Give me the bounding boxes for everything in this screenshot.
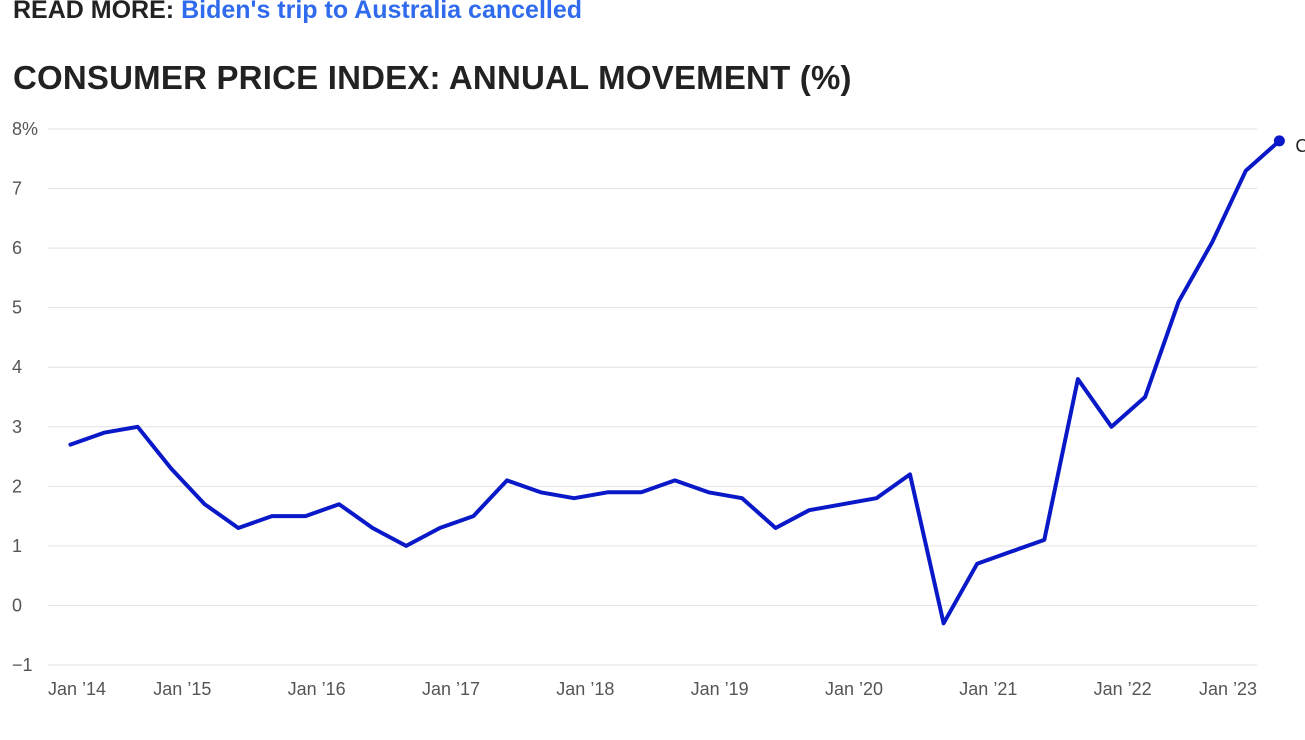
series-end-point bbox=[1273, 135, 1285, 147]
series-label: CPI bbox=[1295, 136, 1305, 156]
x-tick-label: Jan ’19 bbox=[691, 679, 749, 699]
read-more-label: READ MORE: bbox=[13, 0, 175, 24]
x-tick-label: Jan ’15 bbox=[153, 679, 211, 699]
x-tick-label: Jan ’22 bbox=[1094, 679, 1152, 699]
x-tick-label: Jan ’21 bbox=[959, 679, 1017, 699]
y-tick-label: 3 bbox=[12, 417, 22, 437]
series-layer: CPI bbox=[68, 135, 1305, 626]
y-tick-label: 8% bbox=[12, 119, 38, 139]
y-tick-label: 1 bbox=[12, 536, 22, 556]
y-tick-label: 0 bbox=[12, 595, 22, 615]
y-tick-label: 4 bbox=[12, 357, 22, 377]
x-tick-label: Jan ’16 bbox=[288, 679, 346, 699]
x-tick-label: Jan ’18 bbox=[556, 679, 614, 699]
y-tick-label: 6 bbox=[12, 238, 22, 258]
y-tick-label: −1 bbox=[12, 655, 33, 675]
y-tick-label: 7 bbox=[12, 179, 22, 199]
x-tick-label: Jan ’20 bbox=[825, 679, 883, 699]
x-tick-label: Jan ’14 bbox=[48, 679, 106, 699]
series-line-cpi bbox=[68, 138, 1282, 626]
grid-lines bbox=[48, 128, 1257, 666]
read-more-line: READ MORE: Biden's trip to Australia can… bbox=[13, 0, 582, 26]
x-tick-label: Jan ’17 bbox=[422, 679, 480, 699]
y-tick-label: 5 bbox=[12, 298, 22, 318]
y-tick-label: 2 bbox=[12, 476, 22, 496]
x-axis-ticks: Jan ’14 Jan ’15 Jan ’16 Jan ’17 Jan ’18 Jan ’… bbox=[48, 679, 1257, 699]
chart-title: CONSUMER PRICE INDEX: ANNUAL MOVEMENT (%… bbox=[13, 59, 852, 96]
x-tick-label: Jan ’23 bbox=[1199, 679, 1257, 699]
read-more-link[interactable]: Biden's trip to Australia cancelled bbox=[181, 0, 583, 24]
y-axis-ticks: 8% 7 6 5 4 3 2 1 0 −1 bbox=[12, 119, 38, 675]
